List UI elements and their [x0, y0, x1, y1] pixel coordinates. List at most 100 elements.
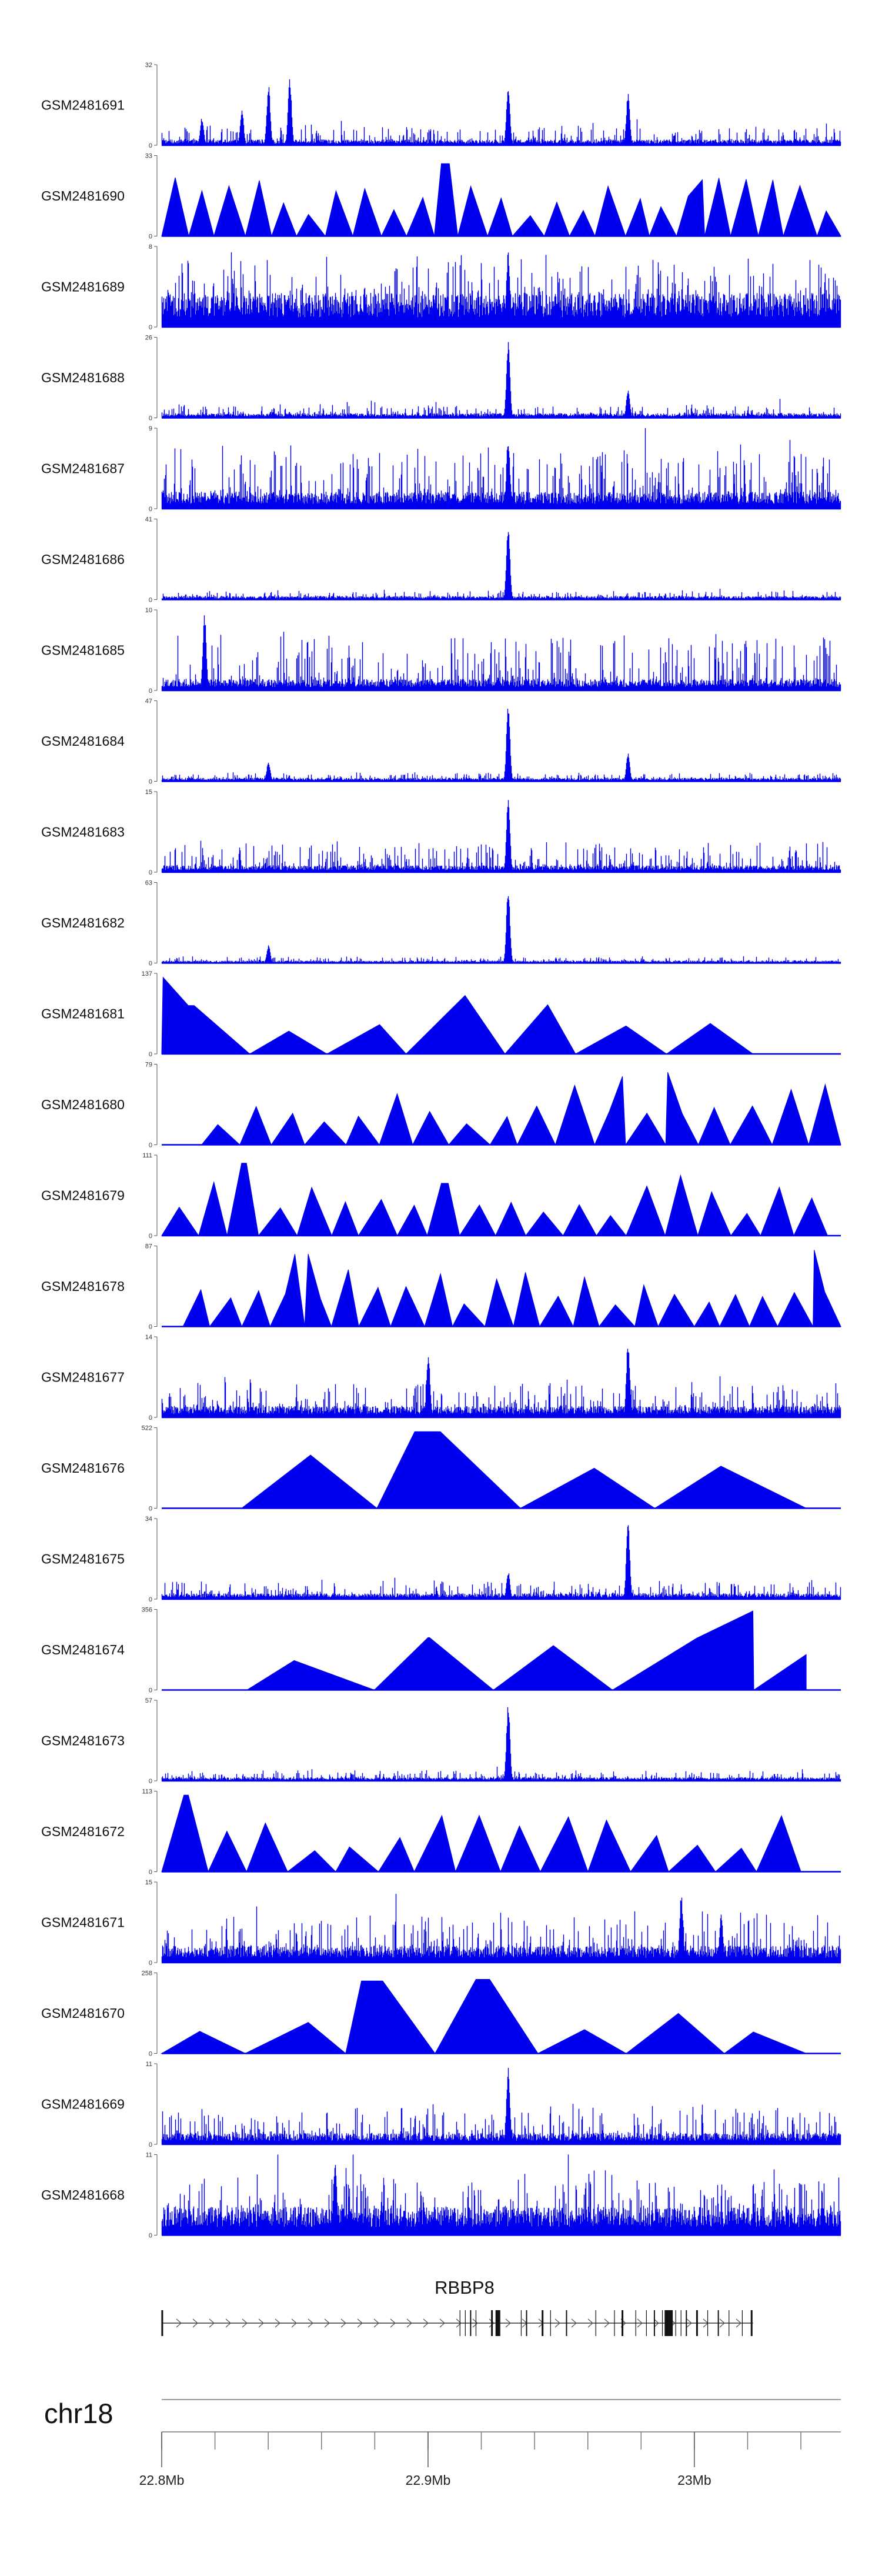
strand-arrow [209, 2318, 215, 2328]
coverage-area [161, 1979, 807, 2054]
exon [686, 2310, 687, 2336]
coverage-area [161, 1525, 841, 1600]
y-max-label: 8 [149, 243, 152, 251]
exon [662, 2310, 663, 2336]
y-min-label: 0 [149, 1596, 152, 1603]
y-max-label: 63 [145, 880, 152, 887]
exon [465, 2310, 466, 2336]
strand-arrow [456, 2318, 462, 2328]
track-gsm2481681: GSM2481681 137 0 [41, 970, 841, 1058]
track-gsm2481687: GSM2481687 9 0 [41, 425, 841, 513]
exon [707, 2310, 709, 2336]
exon [750, 2310, 753, 2336]
track-label: GSM2481679 [41, 1188, 125, 1203]
y-min-label: 0 [149, 1051, 152, 1058]
strand-arrow [653, 2318, 659, 2328]
exon [653, 2310, 655, 2336]
track-label: GSM2481668 [41, 2187, 125, 2203]
gene-track: RBBP8 [161, 2277, 753, 2336]
track-label: GSM2481687 [41, 461, 125, 476]
genome-axis: chr18 22.8Mb 22.9Mb 23Mb [44, 2398, 841, 2488]
coverage-area [161, 342, 841, 418]
y-max-label: 11 [146, 2061, 152, 2068]
coverage-area [161, 615, 841, 691]
y-min-label: 0 [149, 142, 152, 149]
coverage-area [161, 163, 841, 238]
track-label: GSM2481677 [41, 1370, 125, 1385]
strand-arrow [554, 2318, 560, 2328]
track-gsm2481685: GSM2481685 10 0 [41, 607, 841, 695]
y-max-label: 258 [142, 1970, 152, 1977]
y-max-label: 34 [145, 1516, 152, 1523]
track-label: GSM2481681 [41, 1006, 125, 1022]
coverage-area [161, 1894, 841, 1963]
track-label: GSM2481682 [41, 915, 125, 930]
track-label: GSM2481675 [41, 1551, 125, 1567]
y-min-label: 0 [149, 1414, 152, 1422]
y-min-label: 0 [149, 1142, 152, 1149]
strand-arrow [505, 2318, 511, 2328]
y-max-label: 57 [145, 1697, 152, 1704]
track-gsm2481678: GSM2481678 87 0 [41, 1243, 841, 1331]
strand-arrow [736, 2318, 741, 2328]
y-max-label: 356 [142, 1607, 152, 1614]
track-gsm2481668: GSM2481668 11 0 [41, 2152, 841, 2240]
coverage-area [161, 896, 841, 963]
track-gsm2481689: GSM2481689 8 0 [41, 243, 841, 331]
track-gsm2481683: GSM2481683 15 0 [41, 789, 841, 876]
strand-arrow [258, 2318, 264, 2328]
track-gsm2481686: GSM2481686 41 0 [41, 516, 841, 604]
exon [542, 2310, 544, 2336]
strand-arrow [373, 2318, 379, 2328]
track-gsm2481671: GSM2481671 15 0 [41, 1879, 841, 1967]
coverage-area [201, 1072, 841, 1146]
y-min-label: 0 [149, 1869, 152, 1876]
y-max-label: 522 [142, 1425, 152, 1432]
y-max-label: 15 [145, 1879, 152, 1886]
y-min-label: 0 [149, 415, 152, 422]
strand-arrow [192, 2318, 198, 2328]
strand-arrow [324, 2318, 330, 2328]
exon [495, 2310, 500, 2336]
track-label: GSM2481669 [41, 2097, 125, 2112]
track-gsm2481680: GSM2481680 79 0 [41, 1062, 841, 1149]
track-label: GSM2481671 [41, 1915, 125, 1930]
track-gsm2481682: GSM2481682 63 0 [41, 880, 841, 967]
coverage-area [161, 1707, 841, 1781]
coverage-area [161, 2154, 841, 2235]
strand-arrow [587, 2318, 593, 2328]
exon [664, 2310, 669, 2336]
y-max-label: 87 [145, 1243, 152, 1250]
y-min-label: 0 [149, 2141, 152, 2148]
track-gsm2481677: GSM2481677 14 0 [41, 1334, 841, 1422]
y-max-label: 15 [145, 789, 152, 796]
y-max-label: 26 [145, 335, 152, 342]
track-gsm2481688: GSM2481688 26 0 [41, 335, 841, 422]
track-label: GSM2481672 [41, 1824, 125, 1839]
track-gsm2481670: GSM2481670 258 0 [41, 1970, 841, 2058]
strand-arrow [275, 2318, 280, 2328]
track-label: GSM2481691 [41, 98, 125, 113]
y-min-label: 0 [149, 2233, 152, 2240]
track-label: GSM2481670 [41, 2006, 125, 2021]
y-min-label: 0 [149, 324, 152, 331]
exon [696, 2310, 698, 2336]
track-label: GSM2481684 [41, 733, 125, 749]
y-max-label: 33 [145, 153, 152, 160]
exon [550, 2310, 551, 2336]
exon [646, 2310, 647, 2336]
y-max-label: 137 [142, 970, 152, 977]
chromosome-label: chr18 [44, 2398, 113, 2429]
x-tick-label: 22.9Mb [406, 2472, 451, 2488]
track-gsm2481676: GSM2481676 522 0 [41, 1425, 841, 1513]
y-max-label: 11 [146, 2152, 152, 2159]
y-min-label: 0 [149, 1233, 152, 1240]
coverage-area [240, 1431, 807, 1509]
exon [526, 2310, 527, 2336]
strand-arrow [225, 2318, 231, 2328]
track-gsm2481679: GSM2481679 111 0 [41, 1152, 841, 1240]
y-min-label: 0 [149, 597, 152, 604]
y-max-label: 10 [145, 607, 152, 614]
strand-arrow [439, 2318, 445, 2328]
y-max-label: 111 [142, 1152, 152, 1159]
